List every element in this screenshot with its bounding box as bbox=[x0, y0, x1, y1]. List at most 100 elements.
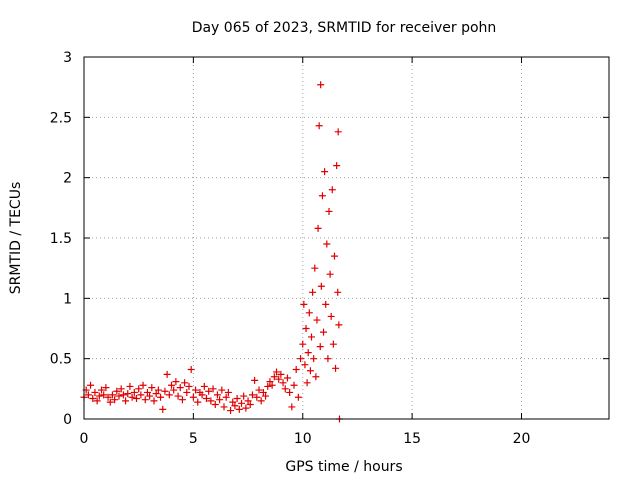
data-point bbox=[335, 321, 343, 329]
data-point bbox=[310, 355, 318, 363]
data-point bbox=[200, 382, 208, 390]
data-point bbox=[330, 252, 338, 260]
data-point bbox=[290, 381, 298, 389]
data-point bbox=[270, 373, 278, 381]
data-point bbox=[317, 282, 325, 290]
data-point bbox=[115, 392, 123, 400]
data-point bbox=[321, 168, 329, 176]
data-point bbox=[326, 270, 334, 278]
data-point bbox=[170, 386, 178, 394]
data-point bbox=[302, 325, 310, 332]
data-point bbox=[244, 397, 252, 405]
data-point bbox=[308, 333, 315, 341]
data-point bbox=[143, 388, 151, 396]
plot-frame bbox=[83, 56, 610, 420]
y-tick-label: 3 bbox=[63, 50, 72, 66]
data-point bbox=[183, 388, 191, 396]
data-point bbox=[84, 391, 92, 399]
data-point bbox=[316, 343, 324, 351]
data-point bbox=[275, 375, 283, 383]
data-point bbox=[187, 366, 195, 374]
data-point bbox=[181, 379, 189, 387]
y-tick-label: 0 bbox=[63, 412, 72, 428]
data-point bbox=[334, 128, 342, 136]
x-tick-label: 5 bbox=[189, 431, 198, 447]
data-point bbox=[257, 397, 265, 405]
data-point bbox=[224, 388, 232, 396]
data-point bbox=[333, 162, 341, 170]
data-point bbox=[203, 394, 210, 402]
data-point bbox=[322, 300, 330, 308]
data-point bbox=[283, 374, 291, 382]
data-point bbox=[106, 398, 114, 406]
data-point bbox=[314, 224, 322, 232]
data-point bbox=[205, 387, 213, 395]
data-point bbox=[211, 401, 219, 409]
data-point bbox=[157, 393, 165, 401]
y-tick-label: 2 bbox=[63, 171, 72, 187]
data-point bbox=[220, 403, 228, 411]
data-point bbox=[301, 361, 309, 369]
data-point bbox=[185, 382, 193, 390]
data-point bbox=[324, 355, 332, 363]
x-tick-label: 0 bbox=[80, 431, 89, 447]
data-point bbox=[251, 376, 259, 384]
data-point bbox=[194, 398, 202, 406]
data-point bbox=[334, 288, 342, 296]
data-point bbox=[222, 393, 230, 401]
y-tick-label: 2.5 bbox=[50, 110, 72, 126]
data-point bbox=[91, 388, 99, 396]
data-point bbox=[315, 122, 323, 130]
data-point bbox=[124, 390, 132, 398]
data-point bbox=[165, 391, 173, 399]
data-point bbox=[93, 397, 101, 405]
data-point bbox=[102, 384, 110, 392]
data-point bbox=[168, 381, 175, 389]
data-point bbox=[268, 381, 276, 389]
data-point bbox=[332, 364, 340, 372]
data-point bbox=[198, 391, 206, 399]
data-point bbox=[98, 386, 105, 394]
data-point bbox=[255, 386, 263, 394]
data-point bbox=[192, 386, 200, 394]
grid bbox=[84, 57, 609, 419]
data-point bbox=[327, 312, 335, 320]
data-point bbox=[297, 355, 305, 363]
data-point bbox=[262, 392, 270, 400]
data-point bbox=[300, 300, 308, 308]
data-point bbox=[148, 384, 156, 392]
data-point bbox=[325, 207, 333, 215]
data-point bbox=[229, 398, 237, 406]
data-point bbox=[207, 397, 215, 405]
data-point bbox=[286, 388, 294, 396]
tick-labels: 0 5 10 15 20 0 0.5 1 1.5 2 2.5 3 bbox=[50, 50, 531, 447]
data-point bbox=[117, 385, 125, 393]
data-point bbox=[104, 393, 112, 401]
data-point bbox=[233, 394, 241, 402]
data-point bbox=[303, 379, 311, 387]
chart-title: Day 065 of 2023, SRMTID for receiver poh… bbox=[192, 20, 497, 36]
data-point bbox=[111, 396, 119, 404]
data-point bbox=[323, 240, 331, 248]
data-point bbox=[213, 391, 221, 399]
data-point bbox=[288, 403, 296, 411]
data-point bbox=[309, 288, 317, 296]
data-point bbox=[240, 392, 248, 400]
data-point bbox=[216, 396, 224, 404]
data-point bbox=[126, 382, 134, 390]
data-point bbox=[130, 388, 138, 396]
data-point bbox=[159, 405, 167, 413]
data-point bbox=[189, 393, 197, 401]
data-points bbox=[80, 81, 343, 423]
data-point bbox=[152, 390, 160, 398]
data-point bbox=[317, 81, 325, 89]
data-point bbox=[139, 381, 147, 389]
data-point bbox=[311, 264, 319, 272]
axis-ticks bbox=[83, 56, 609, 420]
data-point bbox=[279, 379, 287, 387]
data-point bbox=[146, 392, 154, 400]
data-point bbox=[248, 391, 256, 399]
data-point bbox=[266, 378, 274, 386]
data-point bbox=[264, 382, 272, 390]
data-point bbox=[305, 309, 313, 317]
